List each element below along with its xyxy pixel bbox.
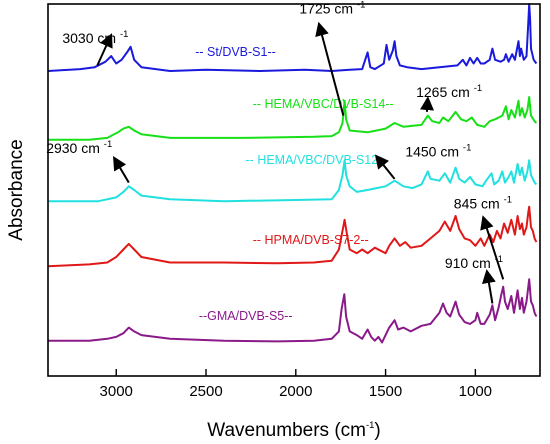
x-axis-title-main: Wavenumbers (cm bbox=[207, 420, 366, 441]
x-tick-label: 3000 bbox=[100, 383, 133, 400]
x-axis-title-end: ) bbox=[374, 420, 380, 441]
annotation-arrow-4 bbox=[113, 155, 130, 184]
plot-frame bbox=[47, 3, 541, 377]
series-label-5: --GMA/DVB-S5-- bbox=[199, 309, 293, 323]
x-tick-label: 1000 bbox=[459, 383, 492, 400]
series-label-3: -- HEMA/VBC/DVB-S12-- bbox=[246, 153, 387, 167]
x-tick-label: 2500 bbox=[189, 383, 222, 400]
series-label-1: -- St/DVB-S1-- bbox=[195, 45, 276, 59]
annotation-label-3: 1265 cm -1 bbox=[416, 83, 482, 100]
series-line-3 bbox=[48, 159, 538, 203]
annotation-label-2: 1725 cm -1 bbox=[299, 0, 365, 16]
x-tick-label: 2000 bbox=[279, 383, 312, 400]
series-line-5 bbox=[48, 278, 538, 344]
annotation-arrow-5 bbox=[374, 154, 396, 180]
annotation-arrow-7 bbox=[482, 269, 496, 304]
series-line-1 bbox=[47, 3, 538, 72]
series-label-4: -- HPMA/DVB-S7-2-- bbox=[253, 233, 369, 247]
series-label-2: -- HEMA/VBC/DVB-S14-- bbox=[253, 97, 394, 111]
series-line-2 bbox=[48, 96, 538, 141]
annotation-label-6: 845 cm -1 bbox=[454, 195, 512, 212]
annotation-arrow-3 bbox=[420, 96, 434, 112]
x-axis-title: Wavenumbers (cm-1) bbox=[207, 420, 381, 441]
series-line-4 bbox=[47, 205, 538, 268]
x-axis-title-sup: -1 bbox=[366, 420, 374, 431]
annotation-arrow-2 bbox=[315, 21, 345, 116]
x-tick-label: 1500 bbox=[369, 383, 402, 400]
annotation-layer: 3030 cm -1 1725 cm -1 1265 cm -1 2930 cm -1… bbox=[46, 0, 512, 304]
annotation-label-5: 1450 cm -1 bbox=[405, 143, 471, 160]
annotation-label-1: 3030 cm -1 bbox=[62, 29, 128, 46]
series-layer: -- St/DVB-S1-- -- HEMA/VBC/DVB-S14-- -- HE… bbox=[47, 3, 538, 344]
annotation-arrow-1 bbox=[96, 33, 113, 66]
annotation-label-4: 2930 cm -1 bbox=[46, 139, 112, 156]
y-axis-title: Absorbance bbox=[6, 139, 27, 240]
x-axis-ticks: 3000 2500 2000 1500 1000 bbox=[100, 369, 492, 400]
annotation-arrow-6 bbox=[480, 215, 505, 280]
annotation-label-7: 910 cm -1 bbox=[445, 254, 503, 271]
